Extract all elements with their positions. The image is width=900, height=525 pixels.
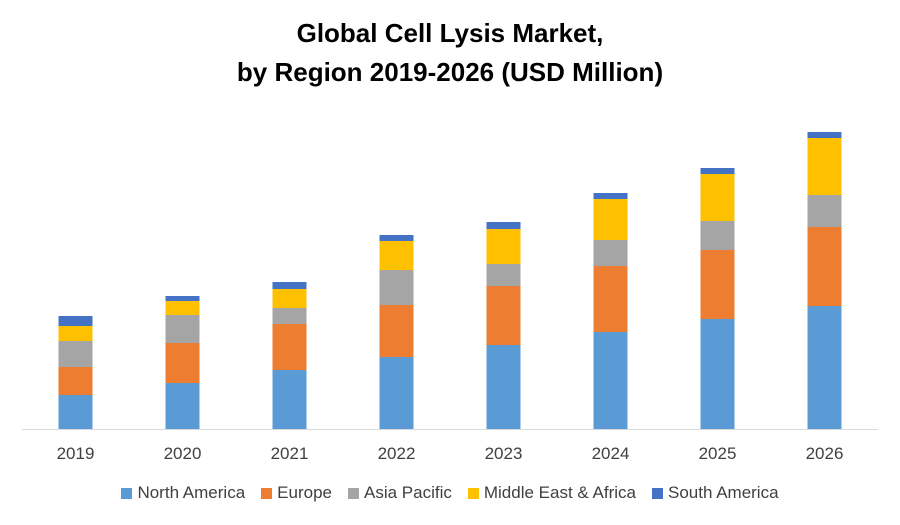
- bar-segment-2022-asia-pacific: [379, 270, 414, 305]
- chart-title-line-1: Global Cell Lysis Market,: [296, 18, 604, 48]
- x-tick-label: 2025: [699, 444, 737, 463]
- x-tick-label: 2026: [806, 444, 844, 463]
- bar-segment-2023-asia-pacific: [486, 264, 521, 286]
- bar-segment-2023-middle-east-africa: [486, 229, 521, 264]
- legend: North America Europe Asia Pacific Middle Ea…: [0, 483, 900, 503]
- x-tick-label: 2019: [57, 444, 95, 463]
- bar-segment-2026-europe: [807, 227, 842, 306]
- x-tick-label: 2021: [271, 444, 309, 463]
- bar-segment-2020-middle-east-africa: [165, 301, 200, 315]
- bar-segment-2025-middle-east-africa: [700, 174, 735, 221]
- x-tick-label: 2024: [592, 444, 630, 463]
- bar-segment-2022-south-america: [379, 235, 414, 241]
- bar-segment-2024-europe: [593, 266, 628, 332]
- bar-segment-2026-north-america: [807, 306, 842, 429]
- legend-swatch: [651, 487, 663, 499]
- bar-segment-2024-south-america: [593, 193, 628, 199]
- bar-segment-2021-europe: [272, 324, 307, 370]
- legend-label: Asia Pacific: [363, 483, 452, 502]
- bar-segment-2021-middle-east-africa: [272, 289, 307, 308]
- legend-item: Europe: [261, 483, 332, 503]
- bar-segment-2020-north-america: [165, 383, 200, 429]
- bar-segment-2022-middle-east-africa: [379, 241, 414, 270]
- bar-segment-2020-europe: [165, 343, 200, 383]
- legend-label: Europe: [277, 483, 332, 502]
- legend-swatch: [121, 487, 133, 499]
- legend-item: North America: [121, 483, 245, 503]
- bar-segment-2024-north-america: [593, 332, 628, 429]
- bar-segment-2025-south-america: [700, 168, 735, 174]
- legend-swatch: [467, 487, 479, 499]
- x-tick-label: 2022: [378, 444, 416, 463]
- x-tick-label: 2020: [164, 444, 202, 463]
- bar-segment-2019-asia-pacific: [58, 341, 93, 367]
- bar-segment-2024-middle-east-africa: [593, 199, 628, 240]
- bar-segment-2020-asia-pacific: [165, 315, 200, 343]
- bar-segment-2023-europe: [486, 286, 521, 345]
- bar-segment-2025-north-america: [700, 319, 735, 429]
- bar-segment-2019-north-america: [58, 395, 93, 429]
- legend-label: South America: [667, 483, 779, 502]
- bar-segment-2019-middle-east-africa: [58, 326, 93, 341]
- bar-segment-2021-south-america: [272, 282, 307, 289]
- bar-segment-2023-north-america: [486, 345, 521, 429]
- bar-segment-2026-asia-pacific: [807, 195, 842, 227]
- bar-segment-2021-north-america: [272, 370, 307, 429]
- legend-label: North America: [137, 483, 246, 502]
- bar-segment-2025-asia-pacific: [700, 221, 735, 250]
- legend-swatch: [261, 487, 273, 499]
- bar-segment-2025-europe: [700, 250, 735, 319]
- bar-segment-2021-asia-pacific: [272, 308, 307, 324]
- bar-segment-2022-europe: [379, 305, 414, 357]
- x-tick-label: 2023: [485, 444, 523, 463]
- legend-swatch: [347, 487, 359, 499]
- bar-segment-2026-middle-east-africa: [807, 138, 842, 195]
- legend-item: Asia Pacific: [347, 483, 452, 503]
- bar-segment-2026-south-america: [807, 132, 842, 138]
- bar-segment-2019-south-america: [58, 316, 93, 326]
- bar-segment-2020-south-america: [165, 296, 200, 301]
- chart-title-line-2: by Region 2019-2026 (USD Million): [236, 57, 664, 87]
- legend-label: Middle East & Africa: [483, 483, 636, 502]
- bar-segment-2023-south-america: [486, 222, 521, 229]
- bar-segment-2024-asia-pacific: [593, 240, 628, 266]
- bar-segment-2019-europe: [58, 367, 93, 395]
- legend-item: Middle East & Africa: [467, 483, 636, 503]
- legend-item: South America: [651, 483, 779, 503]
- bar-segment-2022-north-america: [379, 357, 414, 429]
